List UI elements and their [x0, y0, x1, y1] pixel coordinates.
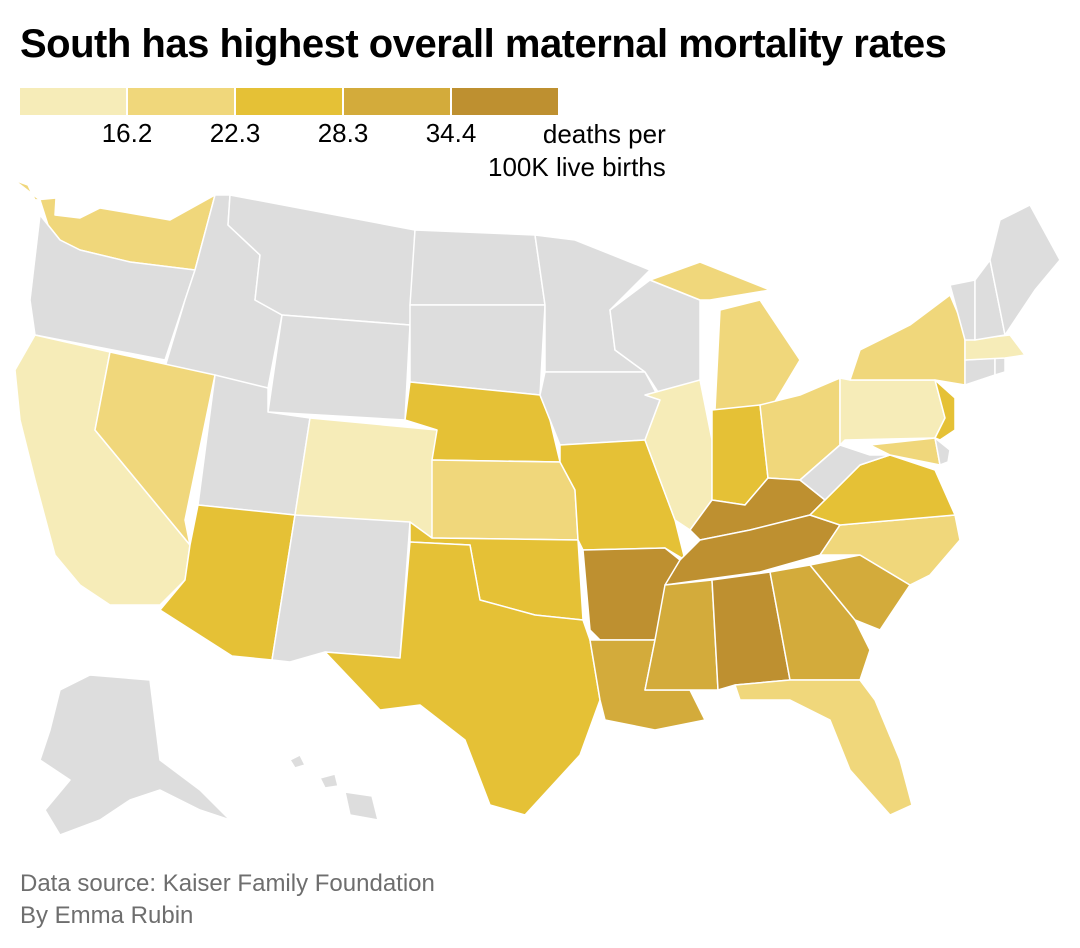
legend-tick-3: 28.3 [317, 118, 369, 148]
legend-unit: deaths per 100K live births [488, 118, 666, 184]
state-FL[interactable] [734, 679, 913, 816]
state-DE[interactable] [934, 437, 951, 466]
legend-tick-1: 16.2 [101, 118, 153, 148]
legend-tick-2: 22.3 [209, 118, 261, 148]
state-KS[interactable] [431, 459, 579, 541]
state-TX[interactable] [324, 541, 601, 816]
state-HI[interactable] [289, 754, 379, 821]
state-MI[interactable] [649, 261, 801, 411]
state-WY[interactable] [267, 314, 411, 421]
legend-bin-5 [452, 88, 558, 115]
legend-bin-4 [344, 88, 450, 115]
legend-bins [20, 88, 560, 115]
state-NY[interactable] [849, 294, 966, 386]
legend-bin-1 [20, 88, 126, 115]
state-PA[interactable] [839, 377, 946, 446]
us-map [0, 160, 1080, 860]
state-SD[interactable] [409, 304, 546, 396]
legend-unit-line2: 100K live births [488, 152, 666, 182]
legend: 16.2 22.3 28.3 34.4 deaths per 100K live… [20, 88, 666, 188]
state-IA[interactable] [539, 371, 661, 446]
legend-unit-line1: deaths per [542, 119, 666, 149]
state-NM[interactable] [271, 514, 411, 663]
state-IL[interactable] [644, 379, 713, 531]
byline: By Emma Rubin [20, 902, 194, 929]
state-RI[interactable] [994, 357, 1006, 376]
state-CT[interactable] [964, 357, 996, 386]
us-map-svg [13, 179, 1061, 836]
state-NV[interactable] [94, 351, 216, 546]
legend-bin-2 [128, 88, 234, 115]
state-AK[interactable] [39, 674, 231, 836]
legend-bin-3 [236, 88, 342, 115]
state-NJ[interactable] [934, 379, 956, 441]
legend-tick-4: 34.4 [425, 118, 477, 148]
source-credits: Data source: Kaiser Family Foundation By… [20, 868, 435, 932]
state-ME[interactable] [989, 204, 1061, 336]
state-ND[interactable] [409, 229, 546, 306]
chart-title: South has highest overall maternal morta… [20, 22, 947, 66]
data-source: Data source: Kaiser Family Foundation [20, 870, 435, 897]
state-SC[interactable] [809, 554, 911, 631]
